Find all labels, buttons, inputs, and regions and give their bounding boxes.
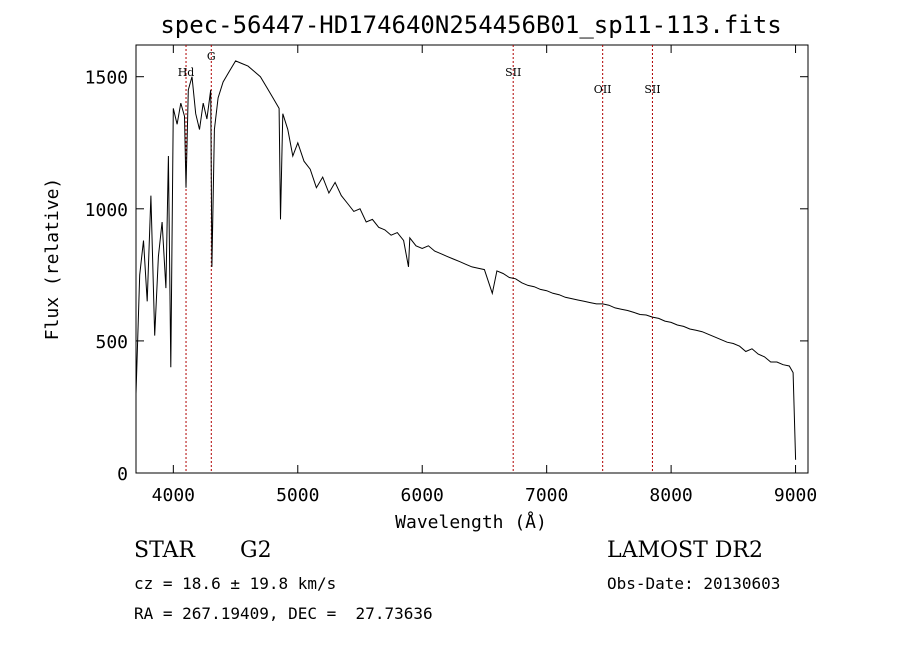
x-tick-label: 9000	[774, 485, 817, 506]
spectral-line-labels: Hd G SII OII SII	[178, 50, 661, 96]
plot-frame	[135, 44, 809, 474]
line-label-g: G	[207, 50, 216, 63]
x-axis-label: Wavelength (Å)	[395, 511, 547, 533]
coordinates: RA = 267.19409, DEC = 27.73636	[134, 604, 433, 623]
y-axis-label: Flux (relative)	[42, 178, 63, 341]
y-axis-ticks: 0 500 1000 1500	[85, 68, 808, 485]
x-tick-label: 4000	[152, 485, 195, 506]
x-tick-label: 7000	[525, 485, 568, 506]
redshift-velocity: cz = 18.6 ± 19.8 km/s	[134, 574, 337, 593]
x-tick-label: 6000	[401, 485, 444, 506]
object-subclass: G2	[240, 538, 272, 563]
object-type: STAR	[134, 538, 195, 563]
y-tick-label: 500	[95, 332, 128, 353]
flux-series-line	[135, 60, 797, 460]
line-label-oii: OII	[594, 83, 612, 96]
spectral-line-markers	[185, 45, 653, 473]
line-label-sii: SII	[505, 66, 521, 79]
x-tick-label: 5000	[276, 485, 319, 506]
x-tick-label: 8000	[649, 485, 692, 506]
survey-name: LAMOST DR2	[607, 538, 763, 563]
line-label-sii: SII	[644, 83, 660, 96]
chart-title: spec-56447-HD174640N254456B01_sp11-113.f…	[160, 11, 781, 39]
y-tick-label: 1000	[85, 200, 128, 221]
x-axis-ticks: 4000 5000 6000 7000 8000 9000	[152, 45, 817, 506]
observation-date: Obs-Date: 20130603	[607, 574, 781, 593]
y-tick-label: 0	[117, 464, 128, 485]
y-tick-label: 1500	[85, 68, 128, 89]
line-label-hd: Hd	[178, 66, 195, 79]
